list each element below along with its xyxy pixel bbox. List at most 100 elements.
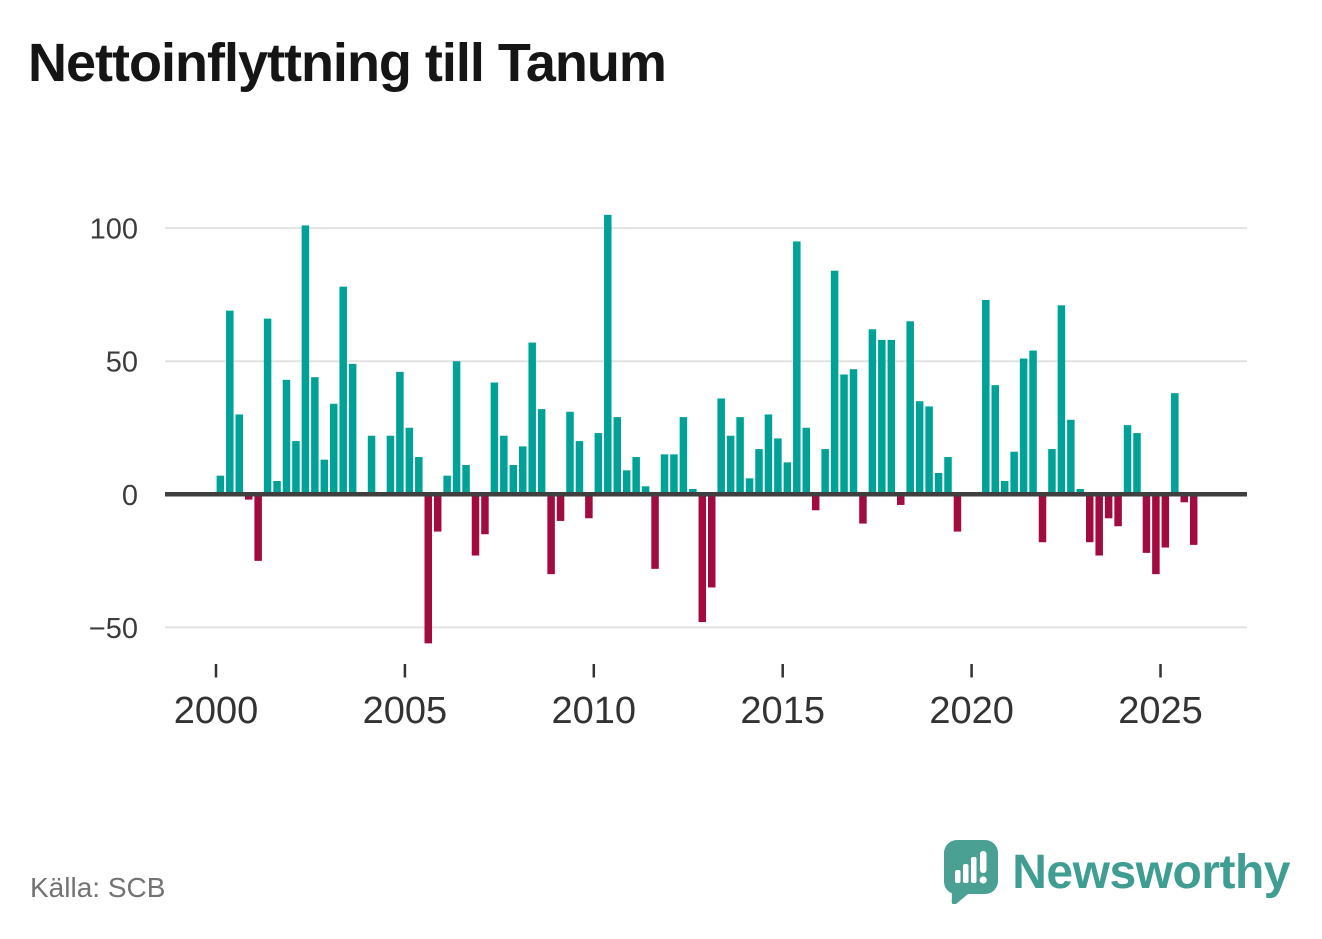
bar-2019-Q1 [934,473,943,495]
bar-2013-Q4 [736,417,744,495]
bar-2002-Q2 [301,225,310,495]
bar-2005-Q3 [424,494,432,644]
bar-2014-Q3 [764,414,773,495]
bar-2025-Q3 [1180,494,1188,503]
bar-2008-Q4 [547,494,555,575]
bar-2017-Q2 [868,329,877,495]
bar-2008-Q1 [519,446,527,495]
bar-2018-Q1 [897,494,905,505]
bar-2011-Q2 [641,486,650,495]
bar-2000-Q4 [244,494,253,500]
bar-2022-Q2 [1057,305,1066,495]
logo-exclamation-stem [980,851,987,873]
bar-2007-Q4 [509,465,518,495]
bar-2007-Q2 [490,382,499,495]
bar-2009-Q2 [566,411,574,495]
bar-2018-Q3 [915,401,924,495]
bar-2007-Q3 [500,435,508,495]
bar-2010-Q3 [613,417,621,495]
bar-2009-Q3 [575,441,584,495]
bar-2002-Q1 [292,441,300,495]
bar-2013-Q1 [708,494,716,588]
bar-2008-Q2 [528,342,536,495]
bar-2024-Q1 [1123,425,1132,495]
bar-2014-Q4 [774,438,782,495]
bar-2004-Q1 [367,435,376,495]
bar-2009-Q4 [585,494,593,519]
bar-2017-Q4 [887,339,896,495]
x-axis-label-2025: 2025 [1118,690,1203,732]
bar-2004-Q3 [386,435,395,495]
x-axis-label-2015: 2015 [740,690,825,732]
bar-2001-Q2 [263,318,272,495]
x-axis-label-2005: 2005 [363,690,448,732]
bar-2015-Q3 [802,427,810,495]
bar-2011-Q3 [651,494,659,569]
bar-2012-Q1 [670,454,678,495]
y-axis-label--50: −50 [89,613,138,645]
bar-2018-Q2 [906,321,914,495]
page-title: Nettoinflyttning till Tanum [28,33,667,93]
bar-2023-Q3 [1104,494,1113,519]
bar-2024-Q3 [1142,494,1151,553]
bar-2020-Q3 [991,385,999,495]
bar-2016-Q3 [840,374,848,495]
bar-2016-Q2 [830,270,839,495]
bar-2002-Q4 [320,459,329,495]
bar-2016-Q4 [849,369,858,495]
bar-2023-Q1 [1086,494,1094,543]
bar-2000-Q1 [216,475,225,495]
bar-2007-Q1 [481,494,489,535]
bar-2010-Q4 [622,470,631,495]
newsworthy-brand: Newsworthy [944,840,1290,904]
source-note: Källa: SCB [30,872,166,903]
logo-exclamation-dot [979,876,988,884]
x-axis-label-2020: 2020 [929,690,1014,732]
bar-2005-Q2 [415,457,423,495]
bar-2003-Q3 [348,363,357,495]
bar-2022-Q4 [1076,488,1085,495]
bar-2014-Q2 [755,449,763,495]
bar-2019-Q2 [944,457,952,495]
bar-2023-Q2 [1095,494,1103,556]
y-axis-label-50: 50 [106,347,138,379]
bar-2022-Q1 [1048,449,1056,495]
bar-2017-Q3 [878,339,886,495]
bar-2004-Q4 [396,371,404,495]
bar-2001-Q1 [254,494,262,561]
bar-2017-Q1 [859,494,867,524]
newsworthy-wordmark: Newsworthy [1012,845,1290,899]
bar-2015-Q4 [811,494,820,511]
bar-2000-Q3 [235,414,243,495]
bar-2005-Q1 [405,427,414,495]
bar-2011-Q4 [660,454,669,495]
bar-2001-Q3 [273,480,281,495]
bar-2016-Q1 [821,449,829,495]
bar-2018-Q4 [925,406,933,495]
bar-2021-Q3 [1029,350,1037,495]
bar-2002-Q3 [311,377,319,495]
bar-2025-Q4 [1189,494,1198,545]
bar-2014-Q1 [745,478,754,495]
logo-bar-2 [963,864,969,883]
bar-2012-Q3 [689,488,697,495]
bar-2006-Q2 [452,361,461,495]
bar-2006-Q3 [462,465,470,495]
bar-2023-Q4 [1114,494,1122,527]
bar-2010-Q1 [594,433,603,495]
x-axis-label-2010: 2010 [552,690,637,732]
bar-2015-Q1 [783,462,792,495]
bar-2021-Q2 [1019,358,1028,495]
bar-2021-Q4 [1038,494,1047,543]
bar-2021-Q1 [1010,451,1018,495]
bar-2010-Q2 [604,214,612,495]
bar-2024-Q4 [1152,494,1160,575]
bar-2012-Q2 [679,417,688,495]
bar-2019-Q3 [953,494,962,532]
bar-2000-Q2 [226,310,234,495]
logo-bar-1 [955,870,961,883]
bar-2001-Q4 [282,379,291,495]
bar-2009-Q1 [556,494,565,521]
bar-2025-Q2 [1171,393,1179,495]
